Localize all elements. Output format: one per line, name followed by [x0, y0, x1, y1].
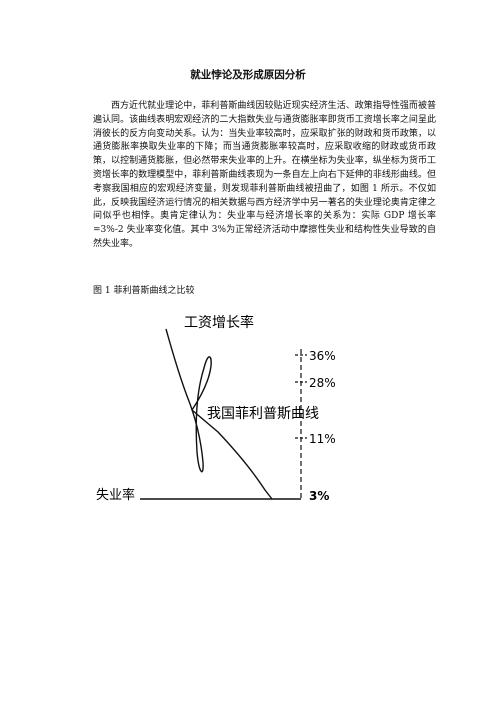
curve-label: 我国菲利普斯曲线 [207, 406, 319, 422]
tick-label-28: 28% [309, 376, 336, 390]
tick-label-11: 11% [309, 432, 336, 446]
tick-label-36: 36% [309, 349, 336, 363]
x-axis-label: 失业率 [96, 487, 135, 503]
tick-label-3: 3% [309, 489, 329, 503]
document-title: 就业悖论及形成原因分析 [190, 69, 306, 81]
phillips-curve [165, 328, 273, 500]
y-axis-label: 工资增长率 [184, 314, 254, 331]
figure-caption: 图 1 菲利普斯曲线之比较 [93, 286, 195, 296]
body-paragraph: 西方近代就业理论中，菲利普斯曲线因较贴近现实经济生活、政策指导性强而被普遍认同。… [93, 101, 436, 249]
